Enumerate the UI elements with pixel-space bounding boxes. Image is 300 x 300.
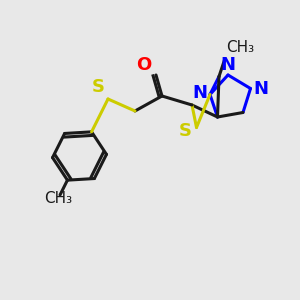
Text: CH₃: CH₃ [226, 40, 255, 56]
Text: S: S [179, 122, 192, 140]
Text: N: N [220, 56, 236, 74]
Text: N: N [192, 84, 207, 102]
Text: O: O [136, 56, 152, 74]
Text: S: S [92, 78, 105, 96]
Text: N: N [254, 80, 268, 98]
Text: CH₃: CH₃ [44, 191, 72, 206]
